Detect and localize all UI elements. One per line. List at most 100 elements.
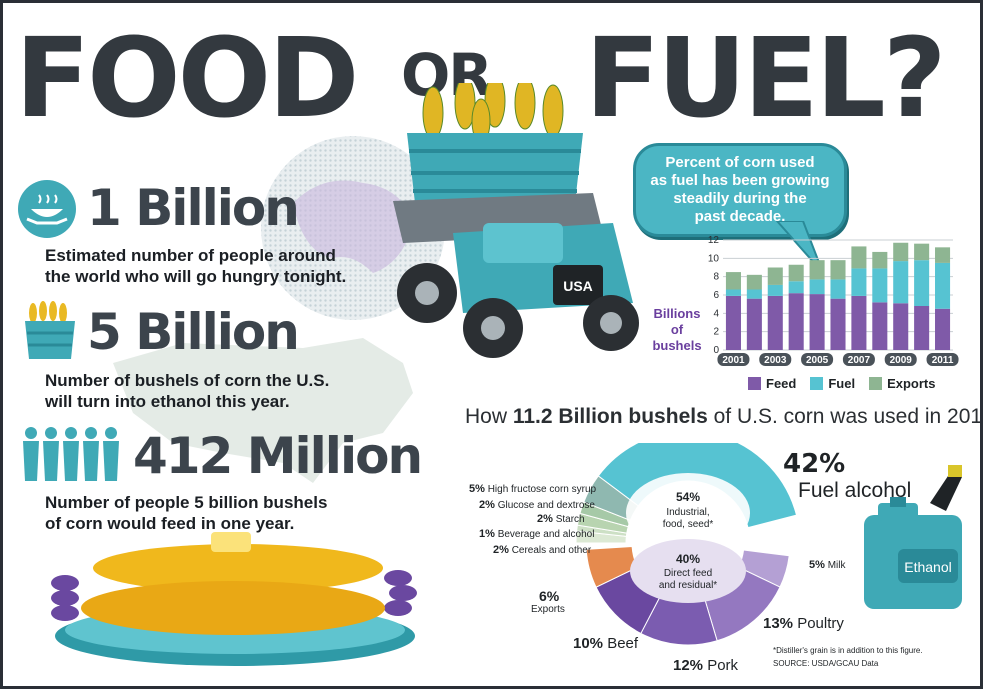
bar-segment-fuel bbox=[830, 279, 846, 299]
title-fuel: FUEL? bbox=[585, 14, 947, 142]
label-exports-pct: 6% bbox=[539, 588, 560, 604]
truck-plate-label: USA bbox=[563, 278, 593, 294]
corn-basket-icon bbox=[25, 301, 75, 359]
bar-chart-x-ticks: 2001 2003 2005 2007 2009 2011 bbox=[717, 353, 959, 366]
stat-2-desc-line2: will turn into ethanol this year. bbox=[45, 392, 290, 411]
stat-3-desc-line2: of corn would feed in one year. bbox=[45, 514, 295, 533]
label-hfcs-text: High fructose corn syrup bbox=[487, 484, 597, 495]
y-tick-label: 4 bbox=[713, 308, 719, 319]
x-tick-label: 2005 bbox=[806, 355, 829, 366]
label-starch-pct: 2% bbox=[537, 513, 553, 525]
callout-line-4: past decade. bbox=[694, 208, 786, 225]
bar-segment-feed bbox=[872, 302, 888, 350]
bar-segment-feed bbox=[830, 298, 846, 350]
x-tick-label: 2007 bbox=[848, 355, 871, 366]
bar-segment-fuel bbox=[893, 261, 909, 304]
bar-segment-fuel bbox=[851, 268, 867, 296]
bar-segment-fuel bbox=[809, 279, 825, 295]
bar-segment-exports bbox=[746, 274, 762, 290]
bar-segment-fuel bbox=[935, 262, 951, 309]
stat-2-desc-line1: Number of bushels of corn the U.S. bbox=[45, 371, 330, 390]
bar-segment-fuel bbox=[872, 268, 888, 303]
label-glucose-pct: 2% bbox=[479, 499, 495, 511]
label-poultry-pct: 13% bbox=[763, 615, 794, 632]
bar-segment-exports bbox=[767, 267, 783, 285]
label-starch-text: Starch bbox=[555, 514, 585, 525]
us-map-illustration bbox=[113, 338, 413, 483]
ethanol-label: Ethanol bbox=[904, 559, 951, 575]
label-pork: 12% Pork bbox=[673, 657, 738, 674]
label-exports: Exports bbox=[531, 604, 565, 615]
bar-segment-exports bbox=[914, 243, 930, 261]
inner-top-line2: food, seed* bbox=[663, 519, 714, 530]
stat-1-number: 1 Billion bbox=[87, 179, 300, 237]
y-tick-label: 10 bbox=[708, 253, 720, 264]
bar-segment-feed bbox=[725, 295, 741, 350]
callout-pointer bbox=[775, 221, 824, 274]
bar-segment-fuel bbox=[746, 289, 762, 299]
bar-segment-exports bbox=[872, 251, 888, 269]
label-beef-pct: 10% bbox=[573, 635, 604, 652]
hungry-bowl-icon bbox=[18, 180, 76, 238]
label-poultry-text: Poultry bbox=[797, 615, 844, 632]
corn-plate-illustration bbox=[51, 532, 417, 666]
bar-segment-exports bbox=[893, 242, 909, 262]
bar-chart-ylabel-line2: of bbox=[671, 322, 684, 337]
people-icon bbox=[23, 427, 119, 481]
bar-segment-exports bbox=[851, 246, 867, 269]
inner-top-line1: Industrial, bbox=[666, 507, 709, 518]
title-food: FOOD bbox=[15, 14, 359, 142]
bar-segment-feed bbox=[893, 303, 909, 350]
x-tick-label: 2003 bbox=[764, 355, 787, 366]
fuel-usage-bar-chart: 0 2 4 6 8 10 12 2001 2003 2005 2007 2009 2011 Billi… bbox=[653, 235, 959, 366]
bar-segment-exports bbox=[788, 264, 804, 282]
bar-chart-legend: Feed Fuel Exports bbox=[748, 376, 935, 391]
x-tick-pill bbox=[842, 353, 875, 366]
bar-segment-feed bbox=[809, 294, 825, 350]
y-tick-label: 2 bbox=[713, 327, 719, 338]
callout-line-3: steadily during the bbox=[673, 190, 807, 207]
callout-line-2: as fuel has been growing bbox=[650, 172, 830, 189]
bar-segment-feed bbox=[788, 293, 804, 350]
x-tick-label: 2001 bbox=[722, 355, 745, 366]
stat-3-number: 412 Million bbox=[133, 427, 423, 485]
label-milk-text: Milk bbox=[827, 560, 846, 571]
ethanol-can-illustration: Ethanol bbox=[864, 465, 962, 609]
label-beverage-pct: 1% bbox=[479, 528, 495, 540]
label-milk: 5% Milk bbox=[809, 559, 845, 571]
heading-suffix: of U.S. corn was used in 2012 bbox=[707, 405, 983, 428]
x-tick-pill bbox=[759, 353, 792, 366]
y-tick-label: 6 bbox=[713, 290, 719, 301]
globe-illustration bbox=[261, 136, 445, 320]
bar-segment-feed bbox=[935, 308, 951, 350]
y-tick-label: 8 bbox=[713, 272, 719, 283]
dump-truck-illustration: USA bbox=[393, 83, 639, 358]
legend-label-feed: Feed bbox=[766, 376, 797, 391]
bar-segment-feed bbox=[746, 298, 762, 350]
donut-inner-top bbox=[626, 473, 750, 553]
label-hfcs-pct: 5% bbox=[469, 483, 485, 495]
bar-segment-feed bbox=[851, 295, 867, 350]
heading-bold: 11.2 Billion bushels bbox=[512, 405, 708, 428]
label-pork-pct: 12% bbox=[673, 657, 704, 674]
source-note: SOURCE: USDA/GCAU Data bbox=[773, 659, 879, 668]
stat-1-desc-line1: Estimated number of people around bbox=[45, 246, 336, 265]
donut-inner-bottom bbox=[630, 539, 746, 603]
stat-3-desc-line1: Number of people 5 billion bushels bbox=[45, 493, 328, 512]
bar-segment-feed bbox=[914, 306, 930, 350]
legend-swatch-fuel bbox=[810, 377, 824, 390]
label-pork-text: Pork bbox=[707, 657, 739, 674]
y-tick-label: 12 bbox=[708, 235, 720, 246]
stat-2-number: 5 Billion bbox=[87, 303, 300, 361]
legend-label-exports: Exports bbox=[887, 376, 936, 391]
inner-bottom-line2: and residual* bbox=[659, 580, 717, 591]
bar-chart-ylabel-line3: bushels bbox=[653, 338, 702, 353]
legend-item-feed: Feed bbox=[748, 376, 796, 391]
bar-segment-fuel bbox=[725, 289, 741, 296]
x-tick-pill bbox=[801, 353, 834, 366]
x-tick-pill bbox=[926, 353, 959, 366]
bar-chart-bars bbox=[725, 242, 951, 350]
inner-bottom-line1: Direct feed bbox=[664, 568, 712, 579]
title-or: OR bbox=[401, 41, 493, 109]
